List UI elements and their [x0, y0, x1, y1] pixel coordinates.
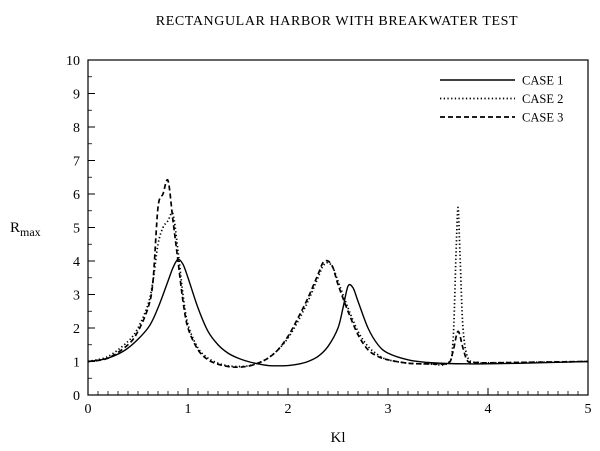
legend-label-case-1: CASE 1: [522, 74, 563, 88]
y-axis-label-sub: max: [20, 225, 41, 239]
y-tick-label: 4: [73, 255, 80, 270]
legend-label-case-3: CASE 3: [522, 111, 563, 125]
y-axis-label-main: R: [10, 220, 20, 236]
x-tick-label: 4: [485, 402, 492, 417]
y-tick-label: 8: [73, 121, 80, 136]
legend: CASE 1 CASE 2 CASE 3: [440, 74, 563, 125]
y-axis-label: Rmax: [10, 220, 41, 239]
series-layer: [87, 178, 589, 369]
y-tick-label: 6: [73, 188, 80, 203]
legend-label-case-2: CASE 2: [522, 92, 563, 106]
x-tick-label: 3: [385, 402, 392, 417]
x-tick-label: 5: [585, 402, 592, 417]
series-line-case-2: [87, 206, 589, 368]
y-tick-label: 1: [73, 356, 80, 371]
y-tick-label: 3: [73, 289, 80, 304]
series-line-case-1: [87, 258, 589, 367]
x-tick-label: 0: [85, 402, 92, 417]
series-line-case-3: [87, 178, 589, 369]
y-tick-label: 2: [73, 322, 80, 337]
y-tick-label: 7: [73, 155, 80, 170]
y-tick-label: 9: [73, 88, 80, 103]
x-tick-label: 1: [185, 402, 192, 417]
y-axis: 0 1 2 3 4 5 6 7 8 9 10: [66, 54, 95, 404]
x-axis-label: Kl: [331, 430, 346, 446]
y-tick-label: 0: [73, 389, 80, 404]
x-axis: 0 1 2 3 4 5: [85, 388, 592, 417]
x-tick-label: 2: [285, 402, 292, 417]
y-tick-label: 5: [73, 222, 80, 237]
y-tick-label: 10: [66, 54, 80, 69]
chart-title: RECTANGULAR HARBOR WITH BREAKWATER TEST: [156, 14, 518, 29]
